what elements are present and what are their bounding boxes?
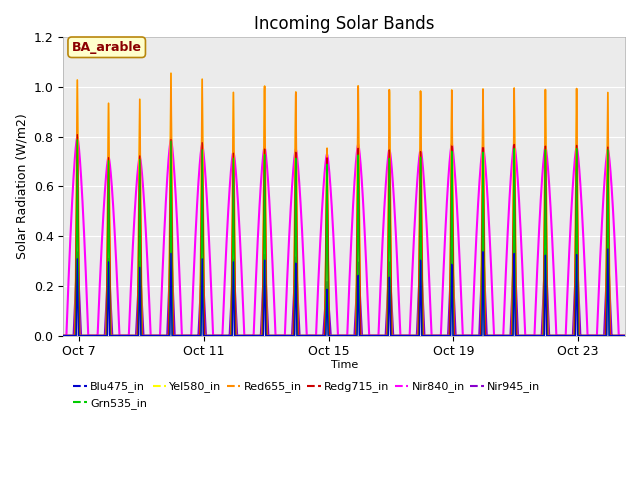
- Y-axis label: Solar Radiation (W/m2): Solar Radiation (W/m2): [15, 114, 28, 259]
- Legend: Blu475_in, Grn535_in, Yel580_in, Red655_in, Redg715_in, Nir840_in, Nir945_in: Blu475_in, Grn535_in, Yel580_in, Red655_…: [69, 377, 545, 413]
- X-axis label: Time: Time: [330, 360, 358, 370]
- Title: Incoming Solar Bands: Incoming Solar Bands: [254, 15, 435, 33]
- Text: BA_arable: BA_arable: [72, 41, 141, 54]
